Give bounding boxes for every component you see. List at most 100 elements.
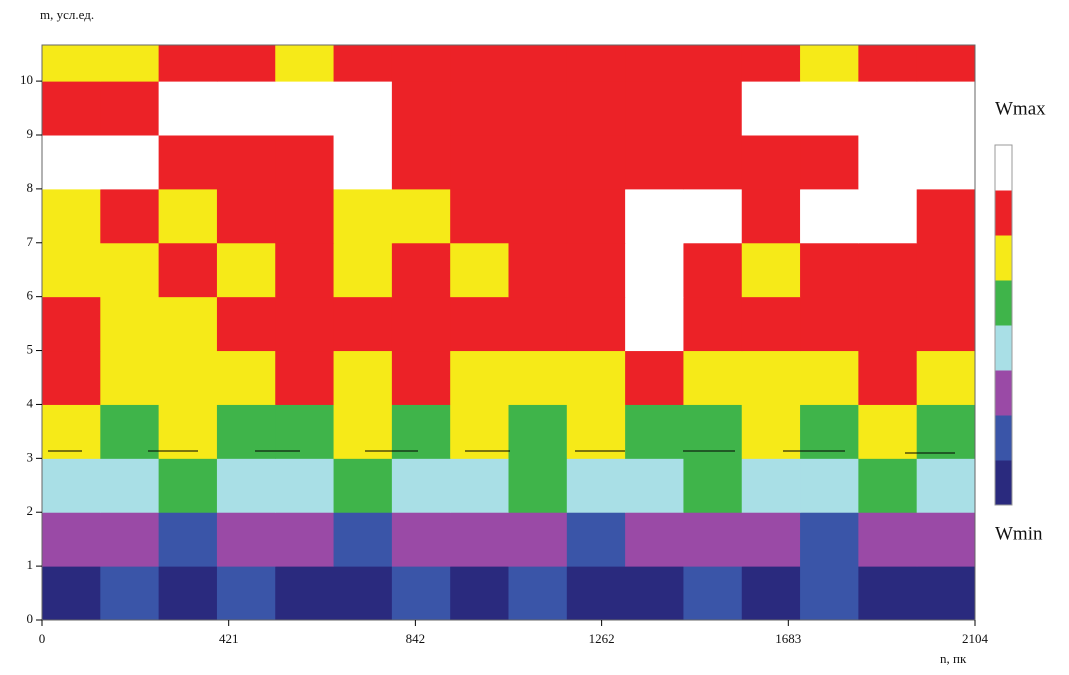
cell xyxy=(508,188,568,244)
x-axis-label: n, пк xyxy=(940,651,967,666)
plot-frame xyxy=(41,44,976,621)
cell xyxy=(216,350,276,405)
cell xyxy=(391,296,451,352)
cell xyxy=(508,458,568,513)
cell xyxy=(683,458,743,513)
cell xyxy=(858,81,918,136)
cell xyxy=(741,188,801,244)
cell xyxy=(333,242,393,298)
cell xyxy=(450,45,509,82)
cell xyxy=(100,242,160,298)
cell xyxy=(566,350,626,405)
cell xyxy=(391,512,451,567)
cell xyxy=(741,242,801,298)
cell xyxy=(566,81,626,136)
cell xyxy=(741,296,801,352)
cell xyxy=(158,242,218,298)
y-tick-label: 1 xyxy=(27,557,34,572)
cell xyxy=(566,458,626,513)
x-tick-label: 421 xyxy=(219,631,239,646)
cell xyxy=(333,404,393,459)
cell xyxy=(683,45,743,82)
cell xyxy=(683,404,743,459)
cell xyxy=(333,81,393,136)
cell xyxy=(100,45,160,82)
cell xyxy=(275,296,335,352)
cell xyxy=(683,512,743,567)
y-tick-label: 2 xyxy=(27,503,34,518)
cell xyxy=(858,458,918,513)
cell xyxy=(450,404,509,459)
cell xyxy=(916,296,976,352)
cell xyxy=(100,188,160,244)
cell xyxy=(333,458,393,513)
cell xyxy=(625,296,684,352)
cell xyxy=(275,45,335,82)
cell xyxy=(100,134,160,190)
cell xyxy=(42,458,101,513)
cell xyxy=(741,404,801,459)
cell xyxy=(916,242,976,298)
y-tick-label: 9 xyxy=(27,126,34,141)
cell xyxy=(216,81,276,136)
cell xyxy=(858,404,918,459)
colorbar-segment xyxy=(995,460,1012,506)
colorbar-segment xyxy=(995,280,1012,326)
colorbar-segment xyxy=(995,190,1012,236)
cell xyxy=(916,512,976,567)
cell xyxy=(158,404,218,459)
cell xyxy=(391,458,451,513)
cell xyxy=(158,296,218,352)
reference-dashes xyxy=(48,450,955,454)
cell xyxy=(566,45,626,82)
cell xyxy=(333,350,393,405)
cell xyxy=(800,404,859,459)
cell xyxy=(800,45,859,82)
cell xyxy=(275,458,335,513)
cell xyxy=(100,350,160,405)
cell xyxy=(508,134,568,190)
cell xyxy=(100,512,160,567)
cell xyxy=(100,458,160,513)
cell xyxy=(858,134,918,190)
cell xyxy=(858,242,918,298)
cell xyxy=(741,458,801,513)
cell xyxy=(275,350,335,405)
cell xyxy=(216,242,276,298)
cell xyxy=(42,134,101,190)
colorbar-max-label: Wmax xyxy=(995,98,1046,119)
cell xyxy=(333,188,393,244)
cell xyxy=(333,45,393,82)
cell xyxy=(216,296,276,352)
cell xyxy=(158,350,218,405)
colorbar-segment xyxy=(995,370,1012,416)
cell xyxy=(683,566,743,621)
cell xyxy=(158,188,218,244)
cell xyxy=(450,512,509,567)
cell xyxy=(916,134,976,190)
cell xyxy=(566,566,626,621)
colorbar-segment xyxy=(995,145,1012,191)
x-tick-label: 1262 xyxy=(589,631,615,646)
x-tick-label: 0 xyxy=(39,631,46,646)
cell xyxy=(625,188,684,244)
cell xyxy=(800,81,859,136)
cell xyxy=(275,512,335,567)
cell xyxy=(566,404,626,459)
cell xyxy=(625,81,684,136)
cell xyxy=(333,566,393,621)
cell xyxy=(800,296,859,352)
cell xyxy=(216,458,276,513)
cell xyxy=(158,134,218,190)
cell xyxy=(625,350,684,405)
cell xyxy=(42,45,101,82)
cell xyxy=(275,242,335,298)
cell xyxy=(625,512,684,567)
cell xyxy=(450,81,509,136)
cell xyxy=(158,512,218,567)
cell xyxy=(42,296,101,352)
y-tick-label: 8 xyxy=(27,180,34,195)
cell xyxy=(275,81,335,136)
cell xyxy=(158,45,218,82)
cell xyxy=(508,242,568,298)
